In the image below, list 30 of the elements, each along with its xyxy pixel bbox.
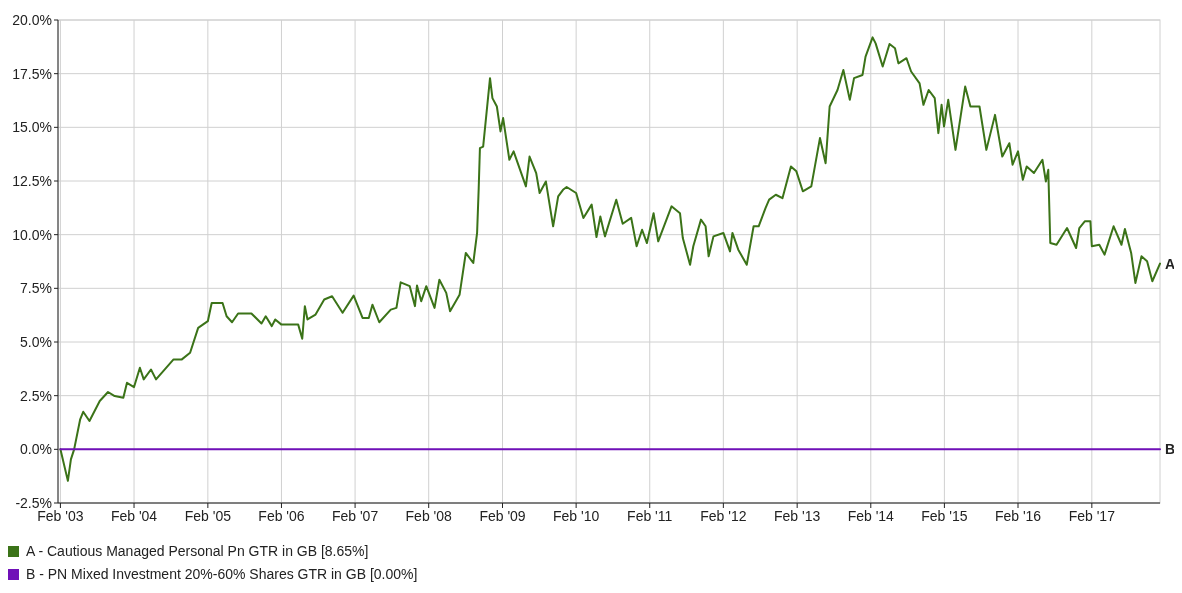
y-tick-label: 20.0%	[12, 11, 52, 28]
y-tick-label: 10.0%	[12, 226, 52, 243]
x-tick-label: Feb '06	[258, 508, 305, 524]
line-series	[59, 36, 1161, 482]
x-tick-label: Feb '03	[37, 508, 84, 524]
y-tick-label: 15.0%	[12, 119, 52, 136]
x-tick-label: Feb '14	[847, 508, 895, 524]
x-tick-label: Feb '08	[405, 508, 453, 524]
x-tick-label: Feb '11	[627, 508, 673, 524]
legend-label: A - Cautious Managed Personal Pn GTR in GB [8.65%]	[26, 543, 369, 559]
y-tick-label: 7.5%	[20, 280, 52, 297]
y-tick-label: 12.5%	[12, 172, 52, 189]
x-tick-label: Feb '07	[331, 508, 379, 524]
y-tick-label: 5.0%	[20, 333, 52, 350]
x-tick-label: Feb '12	[700, 508, 747, 524]
y-tick-label: -2.5%	[15, 494, 52, 511]
x-tick-label: Feb '04	[110, 508, 158, 524]
annotation: A	[1165, 255, 1176, 272]
x-tick-label: Feb '13	[774, 508, 821, 524]
y-tick-label: 2.5%	[20, 387, 52, 404]
y-tick-label: 0.0%	[20, 441, 52, 458]
x-tick-label: Feb '15	[921, 508, 968, 524]
annotation: B	[1165, 441, 1176, 458]
x-tick-label: Feb '16	[994, 508, 1042, 524]
legend-label: B - PN Mixed Investment 20%-60% Shares GTR in GB [0.00%]	[26, 566, 418, 582]
x-tick-label: Feb '05	[184, 508, 232, 524]
x-tick-label: Feb '09	[479, 508, 526, 524]
y-tick-label: 17.5%	[12, 65, 52, 82]
x-tick-label: Feb '17	[1068, 508, 1116, 524]
x-tick-label: Feb '10	[552, 508, 600, 524]
